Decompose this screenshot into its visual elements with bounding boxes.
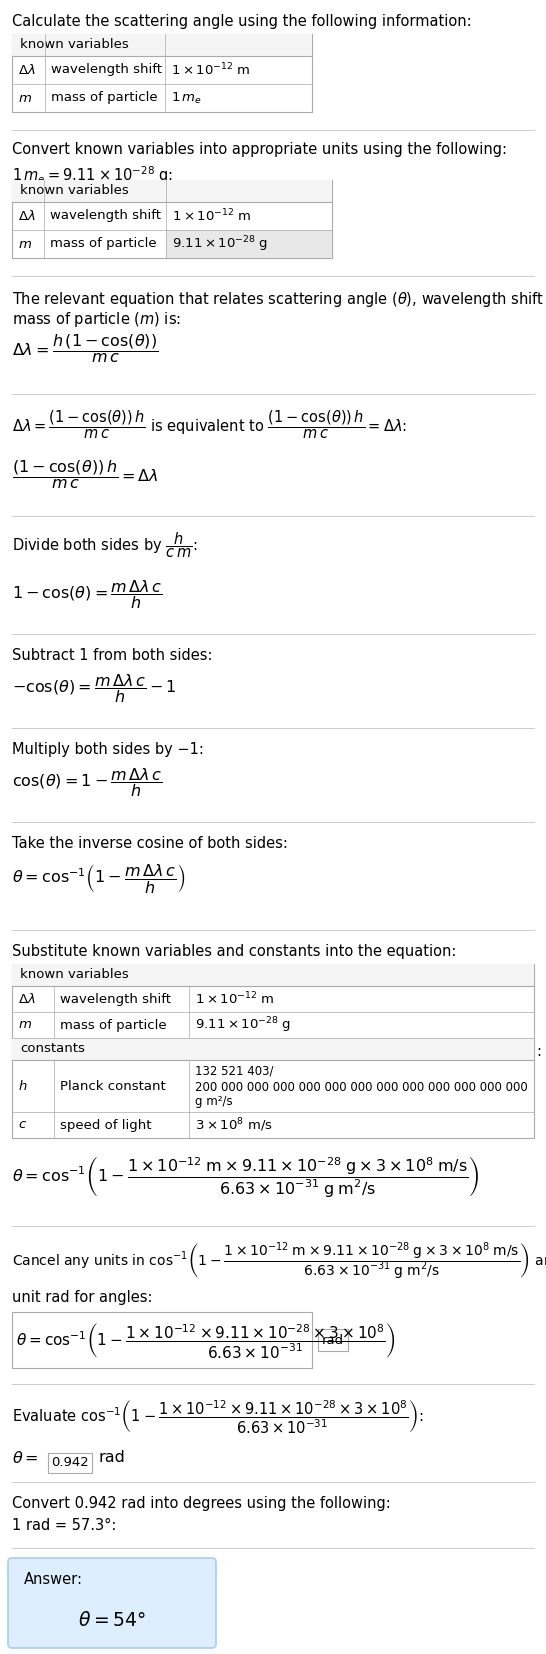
- Text: 132 521 403/: 132 521 403/: [195, 1065, 274, 1078]
- Text: Calculate the scattering angle using the following information:: Calculate the scattering angle using the…: [12, 13, 472, 30]
- Text: Planck constant: Planck constant: [60, 1080, 165, 1093]
- Text: rad: rad: [98, 1451, 125, 1465]
- Text: Cancel any units in $\cos^{-1}\!\left(1 - \dfrac{1\times10^{-12}\;\text{m}\times: Cancel any units in $\cos^{-1}\!\left(1 …: [12, 1240, 546, 1282]
- Text: mass of particle: mass of particle: [51, 91, 158, 104]
- Text: known variables: known variables: [20, 38, 129, 51]
- Text: mass of particle: mass of particle: [50, 238, 157, 250]
- Text: Multiply both sides by −1:: Multiply both sides by −1:: [12, 743, 204, 758]
- Text: $\dfrac{(1-\cos(\theta))\,h}{m\,c} = \Delta\lambda$: $\dfrac{(1-\cos(\theta))\,h}{m\,c} = \De…: [12, 458, 159, 491]
- Bar: [12, 180, 332, 202]
- Text: $\theta = \cos^{-1}\!\left(1 - \dfrac{1\times10^{-12}\times9.11\times10^{-28}\ti: $\theta = \cos^{-1}\!\left(1 - \dfrac{1\…: [16, 1320, 396, 1360]
- Text: $m$: $m$: [18, 1019, 32, 1032]
- Text: $\theta = \cos^{-1}\!\left(1 - \dfrac{1\times10^{-12}\;\text{m}\times9.11\times1: $\theta = \cos^{-1}\!\left(1 - \dfrac{1\…: [12, 1154, 479, 1199]
- Text: mass of particle: mass of particle: [60, 1019, 167, 1032]
- Text: $1\,m_e$: $1\,m_e$: [171, 91, 202, 106]
- Text: $\cos(\theta) = 1 - \dfrac{m\,\Delta\lambda\,c}{h}$: $\cos(\theta) = 1 - \dfrac{m\,\Delta\lam…: [12, 766, 163, 799]
- Bar: [165, 230, 332, 258]
- Text: :: :: [536, 1044, 541, 1059]
- Text: g m²/s: g m²/s: [195, 1095, 233, 1108]
- Text: $\Delta\lambda$: $\Delta\lambda$: [18, 63, 35, 78]
- Bar: [318, 1330, 348, 1351]
- Text: Evaluate $\cos^{-1}\!\left(1 - \dfrac{1\times10^{-12}\times9.11\times10^{-28}\ti: Evaluate $\cos^{-1}\!\left(1 - \dfrac{1\…: [12, 1398, 424, 1436]
- Text: 200 000 000 000 000 000 000 000 000 000 000 000 000: 200 000 000 000 000 000 000 000 000 000 …: [195, 1080, 528, 1093]
- Text: $3\times10^8$ m/s: $3\times10^8$ m/s: [195, 1116, 273, 1133]
- Text: known variables: known variables: [20, 969, 129, 981]
- Text: $\Delta\lambda$: $\Delta\lambda$: [18, 208, 35, 223]
- Bar: [12, 35, 312, 56]
- Text: Substitute known variables and constants into the equation:: Substitute known variables and constants…: [12, 944, 456, 959]
- Text: $1\,m_e = 9.11\times10^{-28}$ g:: $1\,m_e = 9.11\times10^{-28}$ g:: [12, 164, 173, 185]
- Text: wavelength shift: wavelength shift: [50, 210, 161, 223]
- Text: Divide both sides by $\dfrac{h}{c\,m}$:: Divide both sides by $\dfrac{h}{c\,m}$:: [12, 529, 198, 559]
- Text: known variables: known variables: [20, 185, 129, 197]
- Text: $\Delta\lambda$: $\Delta\lambda$: [18, 992, 35, 1006]
- Text: Convert known variables into appropriate units using the following:: Convert known variables into appropriate…: [12, 142, 507, 157]
- Text: $\Delta\lambda = \dfrac{(1-\cos(\theta))\,h}{m\,c}$ is equivalent to $\dfrac{(1-: $\Delta\lambda = \dfrac{(1-\cos(\theta))…: [12, 409, 407, 440]
- Text: 1 rad = 57.3°:: 1 rad = 57.3°:: [12, 1518, 116, 1533]
- Text: $\theta = \cos^{-1}\!\left(1 - \dfrac{m\,\Delta\lambda\,c}{h}\right)$: $\theta = \cos^{-1}\!\left(1 - \dfrac{m\…: [12, 862, 185, 895]
- Text: $1\times10^{-12}$ m: $1\times10^{-12}$ m: [195, 991, 275, 1007]
- FancyBboxPatch shape: [8, 1558, 216, 1647]
- Text: unit rad for angles:: unit rad for angles:: [12, 1290, 152, 1305]
- Text: $9.11\times10^{-28}$ g: $9.11\times10^{-28}$ g: [171, 235, 268, 253]
- Text: $1\times10^{-12}$ m: $1\times10^{-12}$ m: [171, 208, 251, 225]
- Bar: [12, 1312, 312, 1368]
- Text: 0.942: 0.942: [51, 1457, 89, 1469]
- Text: Take the inverse cosine of both sides:: Take the inverse cosine of both sides:: [12, 835, 288, 852]
- Text: $\theta = $: $\theta = $: [12, 1451, 39, 1465]
- Text: $\Delta\lambda = \dfrac{h\,(1-\cos(\theta))}{m\,c}$: $\Delta\lambda = \dfrac{h\,(1-\cos(\thet…: [12, 332, 158, 366]
- Text: Answer:: Answer:: [24, 1573, 83, 1588]
- Bar: [12, 964, 534, 1138]
- Text: $-\cos(\theta) = \dfrac{m\,\Delta\lambda\,c}{h} - 1$: $-\cos(\theta) = \dfrac{m\,\Delta\lambda…: [12, 672, 176, 705]
- Text: $m$: $m$: [18, 238, 32, 250]
- Text: wavelength shift: wavelength shift: [60, 992, 171, 1006]
- Text: The relevant equation that relates scattering angle ($\theta$), wavelength shift: The relevant equation that relates scatt…: [12, 289, 546, 309]
- Bar: [12, 964, 534, 986]
- Bar: [48, 1452, 92, 1474]
- Bar: [12, 1039, 534, 1060]
- Text: constants: constants: [20, 1042, 85, 1055]
- Text: speed of light: speed of light: [60, 1118, 151, 1131]
- FancyBboxPatch shape: [12, 35, 312, 112]
- Text: $h$: $h$: [18, 1078, 27, 1093]
- Text: wavelength shift: wavelength shift: [51, 63, 162, 76]
- Text: $\theta = 54°$: $\theta = 54°$: [78, 1611, 146, 1629]
- Text: $c$: $c$: [18, 1118, 27, 1131]
- Text: Convert 0.942 rad into degrees using the following:: Convert 0.942 rad into degrees using the…: [12, 1495, 391, 1512]
- Text: $9.11\times10^{-28}$ g: $9.11\times10^{-28}$ g: [195, 1016, 292, 1035]
- Text: $m$: $m$: [18, 91, 32, 104]
- Text: Subtract 1 from both sides:: Subtract 1 from both sides:: [12, 648, 212, 663]
- FancyBboxPatch shape: [12, 180, 332, 258]
- Text: $1\times10^{-12}$ m: $1\times10^{-12}$ m: [171, 61, 251, 78]
- Text: $1-\cos(\theta) = \dfrac{m\,\Delta\lambda\,c}{h}$: $1-\cos(\theta) = \dfrac{m\,\Delta\lambd…: [12, 577, 163, 610]
- Text: mass of particle ($m$) is:: mass of particle ($m$) is:: [12, 309, 181, 329]
- Text: rad: rad: [322, 1333, 344, 1346]
